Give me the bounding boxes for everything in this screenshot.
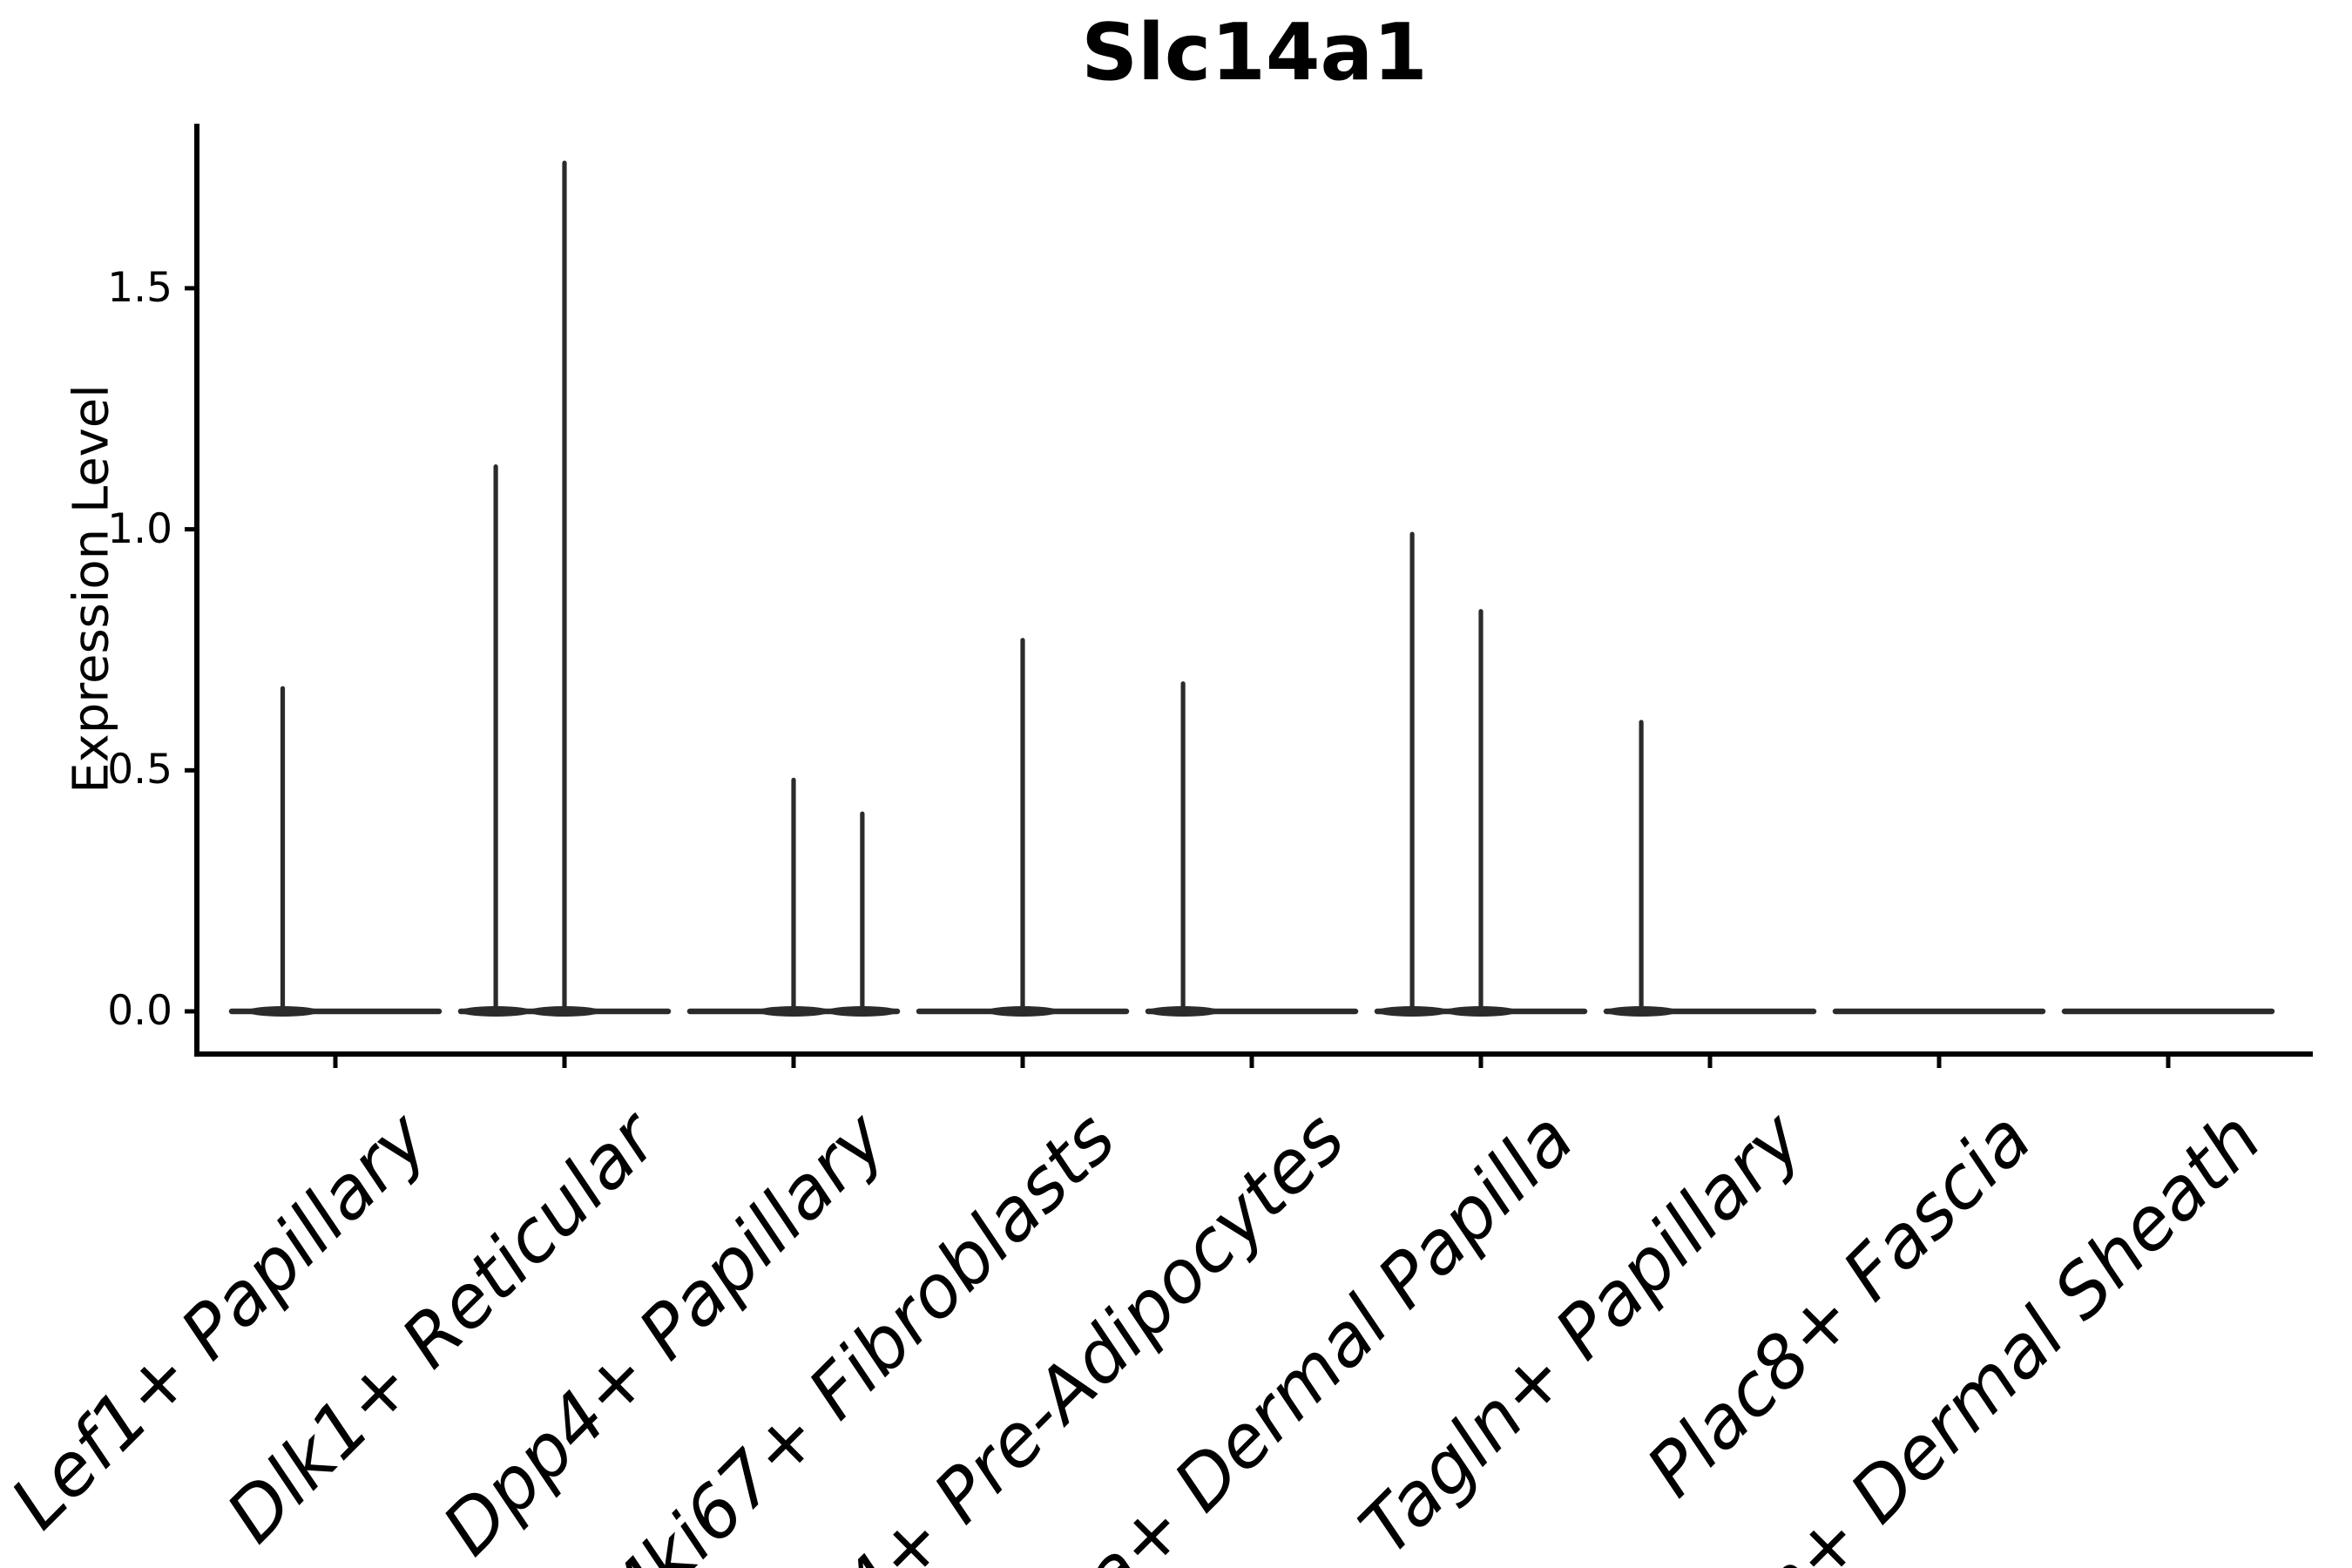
- y-tick-label: 0.5: [107, 746, 172, 794]
- chart-title: Slc14a1: [1081, 7, 1428, 98]
- y-tick-label: 1.5: [107, 263, 172, 312]
- y-tick-label: 1.0: [107, 504, 172, 553]
- y-tick-label: 0.0: [107, 987, 172, 1035]
- y-axis-label: Expression Level: [63, 384, 120, 794]
